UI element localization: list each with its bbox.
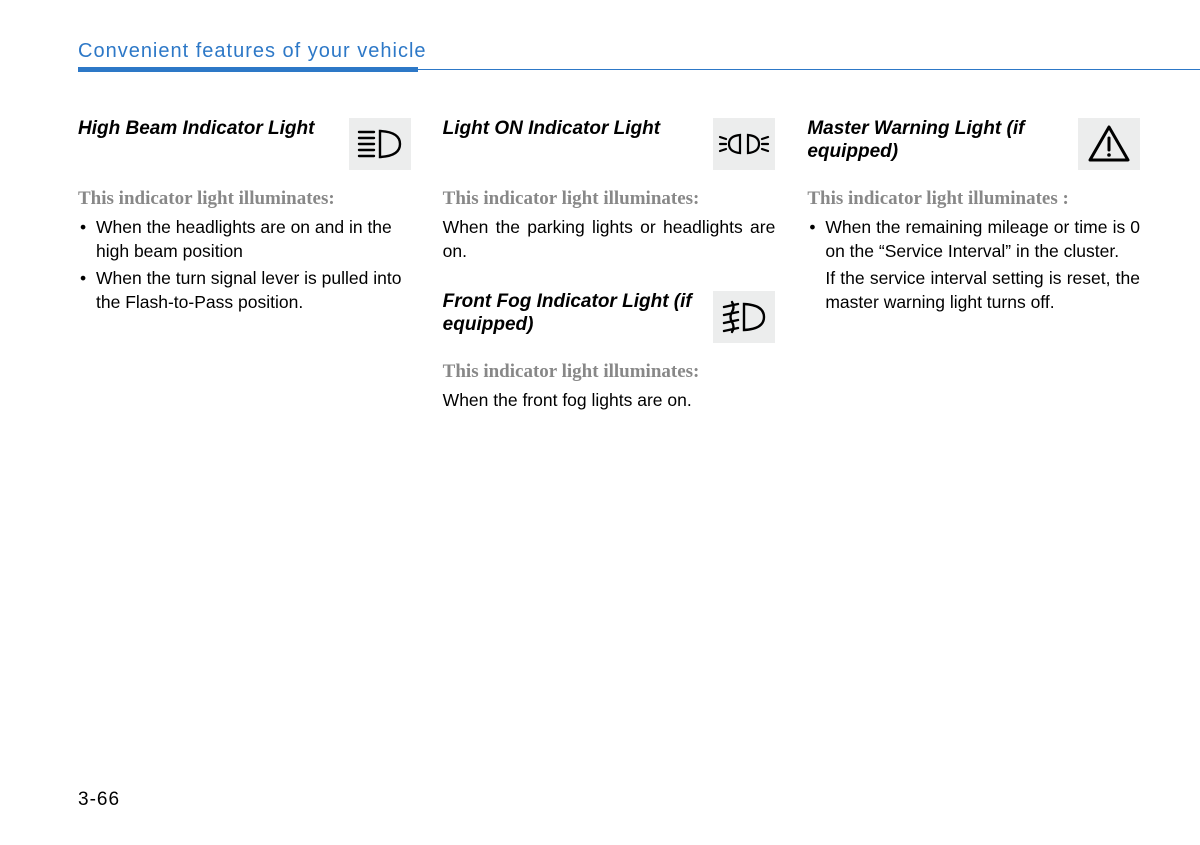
section-title: Master Warning Light (if equipped) xyxy=(807,118,1068,164)
bullets: When the remaining mileage or time is 0 … xyxy=(807,216,1140,263)
body-text: When the parking lights or head­lights a… xyxy=(443,216,776,263)
high-beam-icon xyxy=(349,118,411,170)
section-title: High Beam Indicator Light xyxy=(78,118,314,141)
master-warning-icon xyxy=(1078,118,1140,170)
section-light-on: Light ON Indicator Light xyxy=(443,118,776,263)
trailing-text: If the service interval setting is reset… xyxy=(807,267,1140,314)
header-rule xyxy=(78,67,1200,72)
section-subhead: This indicator light illuminates : xyxy=(807,188,1140,210)
section-title: Light ON Indicator Light xyxy=(443,118,660,141)
bullet-item: When the headlights are on and in the hi… xyxy=(78,216,411,263)
page-header: Convenient features of your vehicle xyxy=(78,40,1200,72)
section-high-beam: High Beam Indicator Light This xyxy=(78,118,411,315)
light-on-icon xyxy=(713,118,775,170)
body-text: When the front fog lights are on. xyxy=(443,389,776,413)
section-subhead: This indicator light illuminates: xyxy=(443,188,776,210)
content: High Beam Indicator Light This xyxy=(78,118,1140,441)
fog-light-icon xyxy=(713,291,775,343)
section-fog-light: Front Fog Indicator Light (if equipped) xyxy=(443,291,776,413)
section-subhead: This indicator light illuminates: xyxy=(78,188,411,210)
section-title: Front Fog Indicator Light (if equipped) xyxy=(443,291,704,337)
bullets: When the headlights are on and in the hi… xyxy=(78,216,411,315)
header-title: Convenient features of your vehicle xyxy=(78,40,1200,67)
bullet-item: When the remaining mileage or time is 0 … xyxy=(807,216,1140,263)
section-subhead: This indicator light illuminates: xyxy=(443,361,776,383)
column-2: Light ON Indicator Light xyxy=(443,118,776,441)
bullet-item: When the turn signal lever is pulled int… xyxy=(78,267,411,314)
column-3: Master Warning Light (if equipped) This … xyxy=(807,118,1140,441)
column-1: High Beam Indicator Light This xyxy=(78,118,411,441)
section-master-warning: Master Warning Light (if equipped) This … xyxy=(807,118,1140,315)
page-number: 3-66 xyxy=(78,789,120,811)
